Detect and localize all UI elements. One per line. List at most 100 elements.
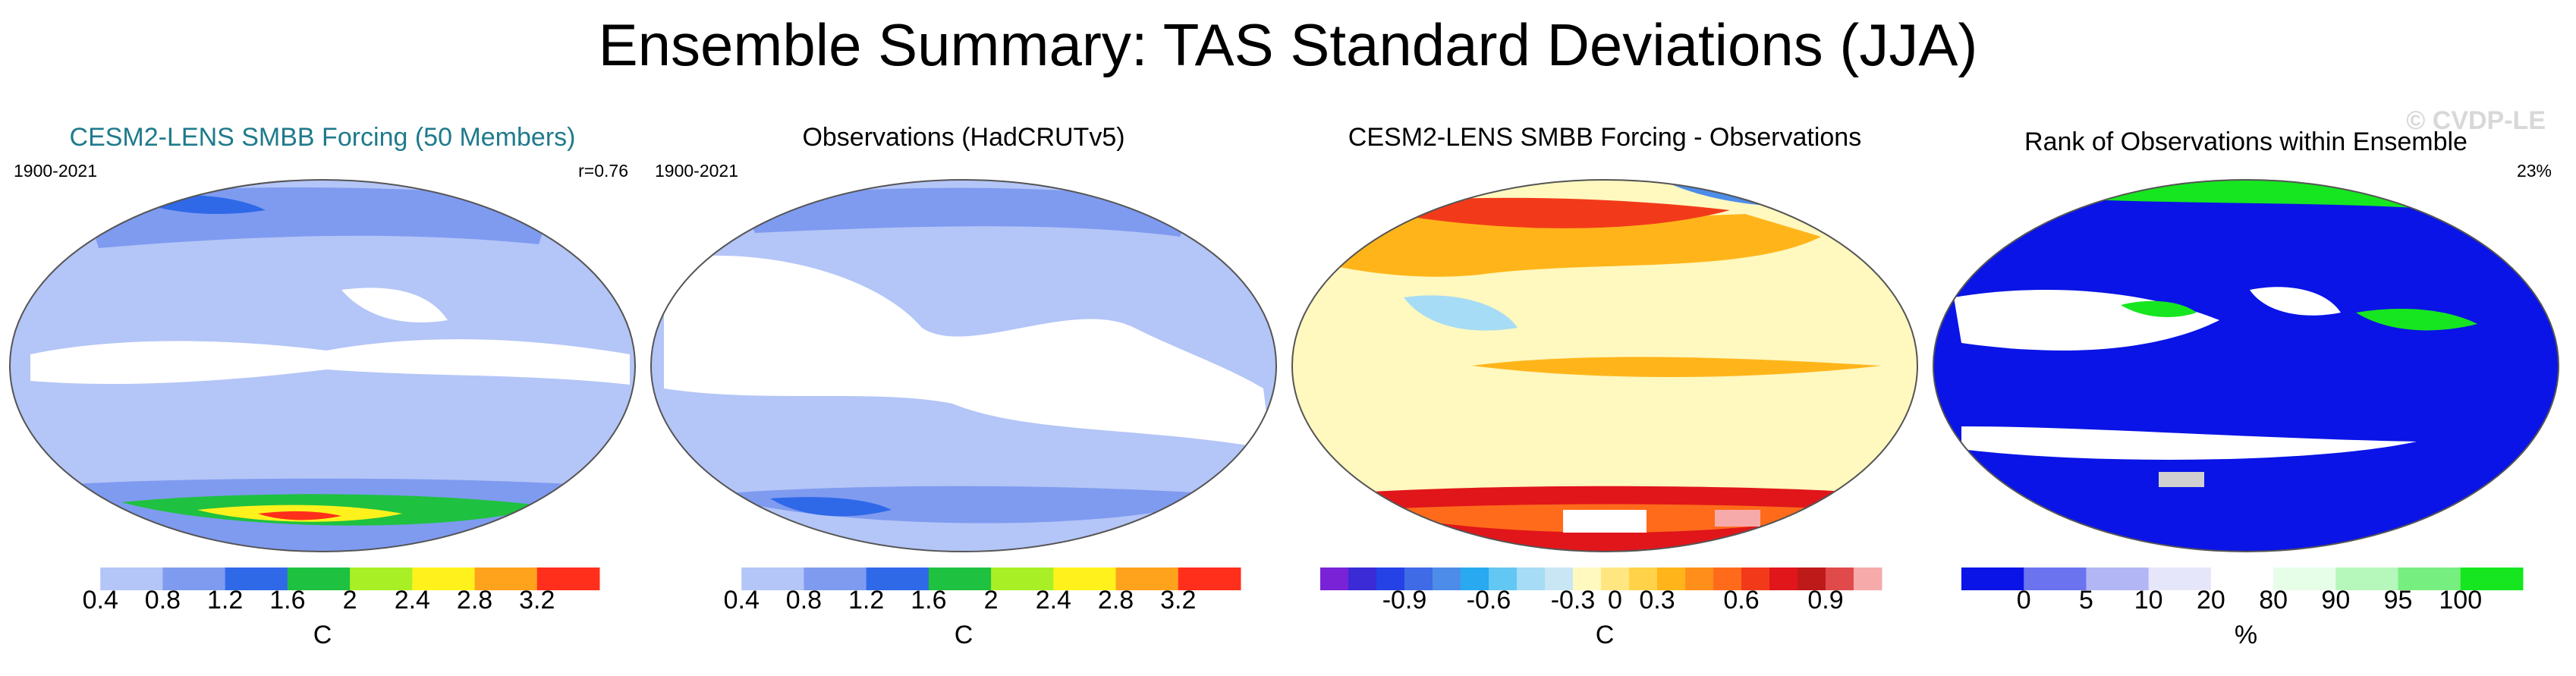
colorbar-tick-label: 0.4 (82, 586, 118, 615)
colorbar-swatch (991, 568, 1054, 590)
page-title: Ensemble Summary: TAS Standard Deviation… (598, 11, 1978, 78)
field-pink (1715, 510, 1760, 527)
colorbar-tick-label: 2 (983, 586, 999, 615)
field-equatorial (1472, 357, 1882, 377)
colorbar-swatch (100, 568, 163, 590)
colorbar-unit: C (1595, 621, 1615, 649)
colorbar-tick-label: 3.2 (519, 586, 555, 615)
panel-observations: Observations (HadCRUTv5) 1900-2021 0.4 0.… (649, 114, 1279, 660)
field-missing (1563, 510, 1647, 533)
colorbar-unit: C (313, 621, 332, 649)
panel-rank: © CVDP-LE Rank of Observations within En… (1931, 106, 2561, 660)
watermark: © CVDP-LE (2406, 106, 2546, 135)
map-outline (1291, 179, 1918, 552)
colorbar-tick-label: 1.6 (269, 586, 306, 615)
colorbar-swatch (2148, 568, 2212, 590)
colorbar-swatch (1053, 568, 1117, 590)
colorbar-swatch (1741, 568, 1770, 590)
colorbar-tick-label: 90 (2321, 586, 2351, 615)
field-background (1933, 180, 2559, 552)
colorbar-tick-label: 0.4 (723, 586, 760, 615)
colorbar-tick-label: 0.8 (785, 586, 822, 615)
colorbar-tick-label: 0.8 (144, 586, 181, 615)
colorbar-swatch (2024, 568, 2087, 590)
colorbar-swatch (1826, 568, 1854, 590)
map-difference (1291, 179, 1918, 552)
colorbar-tick-label: 2.4 (394, 586, 430, 615)
colorbar-swatch (741, 568, 804, 590)
colorbar-tick-label: 0.3 (1639, 586, 1675, 615)
colorbar-swatch (679, 568, 742, 590)
colorbar-tick-label: 0 (2016, 586, 2031, 615)
panel-stat: 23% (2516, 161, 2552, 181)
colorbar-tick-label: 0 (1608, 586, 1622, 615)
colorbar-tick-label: 1.2 (207, 586, 244, 615)
panel-period: 1900-2021 (14, 161, 97, 181)
colorbar-tick-label: -0.3 (1550, 586, 1596, 615)
colorbar-swatch (2210, 568, 2274, 590)
panel-title: CESM2-LENS SMBB Forcing - Observations (1348, 123, 1862, 152)
colorbar-swatch (1769, 568, 1798, 590)
colorbar-tick-label: 2.4 (1035, 586, 1071, 615)
field-white-band (30, 339, 630, 385)
field-south-strong (770, 497, 892, 517)
colorbar-unit: C (954, 621, 973, 649)
colorbar-swatch (225, 568, 288, 590)
colorbar-tick-label: 0.6 (1723, 586, 1760, 615)
colorbar-swatch (928, 568, 992, 590)
colorbar-tick-label: 5 (2078, 586, 2093, 615)
colorbar-tick-label: 20 (2196, 586, 2225, 615)
field-north-orange (1305, 214, 1821, 277)
panel-period: 1900-2021 (655, 161, 738, 181)
field-white-patch (341, 288, 448, 323)
colorbar-tick-label: 2.8 (1097, 586, 1134, 615)
panel-title: Observations (HadCRUTv5) (802, 123, 1125, 152)
colorbar-swatch (1545, 568, 1574, 590)
colorbar-swatch (1461, 568, 1489, 590)
colorbar-tick-label: 1.2 (848, 586, 885, 615)
colorbar-swatch (1178, 568, 1241, 590)
colorbar-swatch (1376, 568, 1405, 590)
colorbar-swatch (1320, 568, 1349, 590)
colorbar-tick-label: -0.6 (1466, 586, 1511, 615)
colorbar-tick-label: 10 (2134, 586, 2163, 615)
colorbar-rank (1961, 568, 2524, 590)
colorbar-swatch (1961, 568, 2024, 590)
colorbar-tick-label: 80 (2259, 586, 2288, 615)
map-outline (9, 179, 636, 552)
colorbar-tick-label: 0.9 (1807, 586, 1844, 615)
field-white-band (1961, 426, 2417, 460)
colorbar-swatch (2086, 568, 2150, 590)
colorbar-swatch (2398, 568, 2461, 590)
colorbar-swatch (38, 568, 101, 590)
field-white-band (664, 255, 1271, 449)
colorbar-swatch (1713, 568, 1742, 590)
field-missing (2159, 472, 2204, 487)
field-white-patch-2 (2250, 287, 2341, 316)
field-green-patch (2356, 309, 2477, 331)
field-pacific-blue (1404, 295, 1518, 331)
panel-model: CESM2-LENS SMBB Forcing (50 Members) 190… (8, 114, 637, 660)
colorbar-swatch (536, 568, 600, 590)
colorbar-swatch (162, 568, 226, 590)
colorbar-swatch (1433, 568, 1461, 590)
panel-difference: CESM2-LENS SMBB Forcing - Observations -… (1290, 114, 1920, 660)
colorbar-swatch (1348, 568, 1377, 590)
colorbar-swatch (1685, 568, 1714, 590)
colorbar-tick-label: 3.2 (1160, 586, 1197, 615)
field-arctic (740, 187, 1195, 237)
colorbar-swatch (1601, 568, 1630, 590)
colorbar-tick-label: 1.6 (911, 586, 947, 615)
colorbar-model (38, 568, 600, 590)
panel-stat: r=0.76 (578, 161, 628, 181)
panel-title: Rank of Observations within Ensemble (2024, 127, 2467, 156)
colorbar-swatch (1115, 568, 1179, 590)
colorbar-swatch (1629, 568, 1658, 590)
colorbar-swatch (1854, 568, 1882, 590)
colorbar-tick-label: 2.8 (456, 586, 493, 615)
colorbar-swatch (1517, 568, 1546, 590)
colorbar-swatch (474, 568, 538, 590)
colorbar-swatch (1404, 568, 1433, 590)
colorbar-swatch (350, 568, 413, 590)
colorbar-swatch (1657, 568, 1686, 590)
